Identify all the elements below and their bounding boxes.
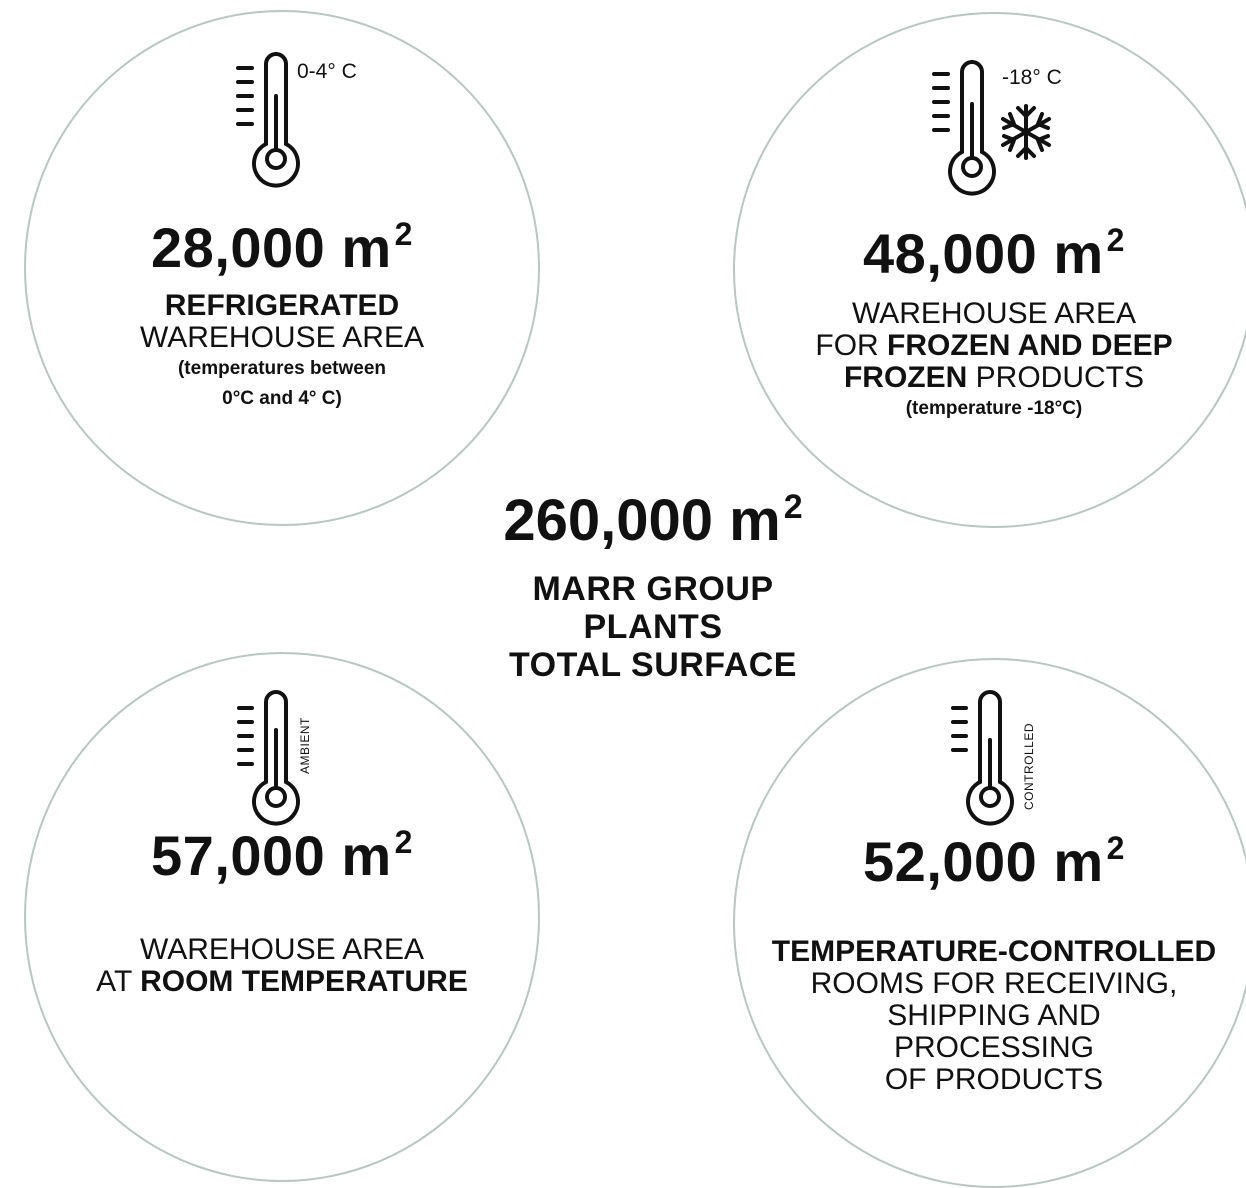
controlled-line5: OF PRODUCTS	[884, 1063, 1104, 1096]
frozen-block: 48,000 m2 WAREHOUSE AREA FOR FROZEN AND …	[774, 222, 1214, 424]
thermometer-icon: CONTROLLED	[951, 690, 1036, 826]
total-line1: MARR GROUP	[532, 570, 774, 608]
total-area: 260,000 m2	[503, 488, 803, 553]
refrigerated-temp-label: 0-4° C	[297, 60, 357, 83]
refrigerated-area: 28,000 m2	[151, 216, 413, 279]
total-line3: TOTAL SURFACE	[509, 646, 797, 684]
refrigerated-block: 28,000 m2 REFRIGERATED WAREHOUSE AREA (t…	[82, 216, 482, 414]
refrigerated-note-line2: 0°C and 4° C)	[222, 388, 342, 409]
refrigerated-title-bold: REFRIGERATED	[164, 289, 400, 322]
frozen-note: (temperature -18°C)	[905, 398, 1083, 419]
controlled-area: 52,000 m2	[863, 830, 1125, 893]
thermometer-icon: AMBIENT	[237, 690, 312, 826]
frozen-circle	[733, 12, 1246, 528]
controlled-block: 52,000 m2 TEMPERATURE-CONTROLLED ROOMS F…	[744, 830, 1244, 1096]
controlled-line2: ROOMS FOR RECEIVING,	[810, 967, 1178, 1000]
frozen-area: 48,000 m2	[863, 222, 1125, 285]
thermometer-icon: 0-4° C	[236, 52, 357, 188]
controlled-line1: TEMPERATURE-CONTROLLED	[771, 935, 1217, 968]
controlled-temp-label: CONTROLLED	[1022, 723, 1036, 810]
ambient-line1: WAREHOUSE AREA	[140, 933, 424, 966]
refrigerated-circle	[24, 10, 540, 526]
total-line2: PLANTS	[583, 608, 723, 646]
frozen-temp-label: -18° C	[1002, 66, 1062, 89]
controlled-line3: SHIPPING AND	[887, 999, 1101, 1032]
frozen-line3: FROZEN PRODUCTS	[843, 361, 1144, 394]
ambient-area: 57,000 m2	[151, 824, 413, 887]
frozen-line1: WAREHOUSE AREA	[852, 297, 1136, 330]
controlled-line4: PROCESSING	[893, 1031, 1095, 1064]
refrigerated-note-line1: (temperatures between	[177, 358, 386, 379]
ambient-line2: AT ROOM TEMPERATURE	[96, 965, 468, 998]
snowflake-icon	[1001, 104, 1051, 160]
refrigerated-title-rest: WAREHOUSE AREA	[140, 321, 424, 354]
total-block: 260,000 m2 MARR GROUP PLANTS TOTAL SURFA…	[443, 488, 863, 684]
frozen-line2: FOR FROZEN AND DEEP	[815, 329, 1173, 362]
thermometer-snowflake-icon: -18° C	[932, 60, 1062, 196]
ambient-temp-label: AMBIENT	[298, 717, 312, 774]
ambient-block: 57,000 m2 WAREHOUSE AREA AT ROOM TEMPERA…	[62, 824, 502, 998]
